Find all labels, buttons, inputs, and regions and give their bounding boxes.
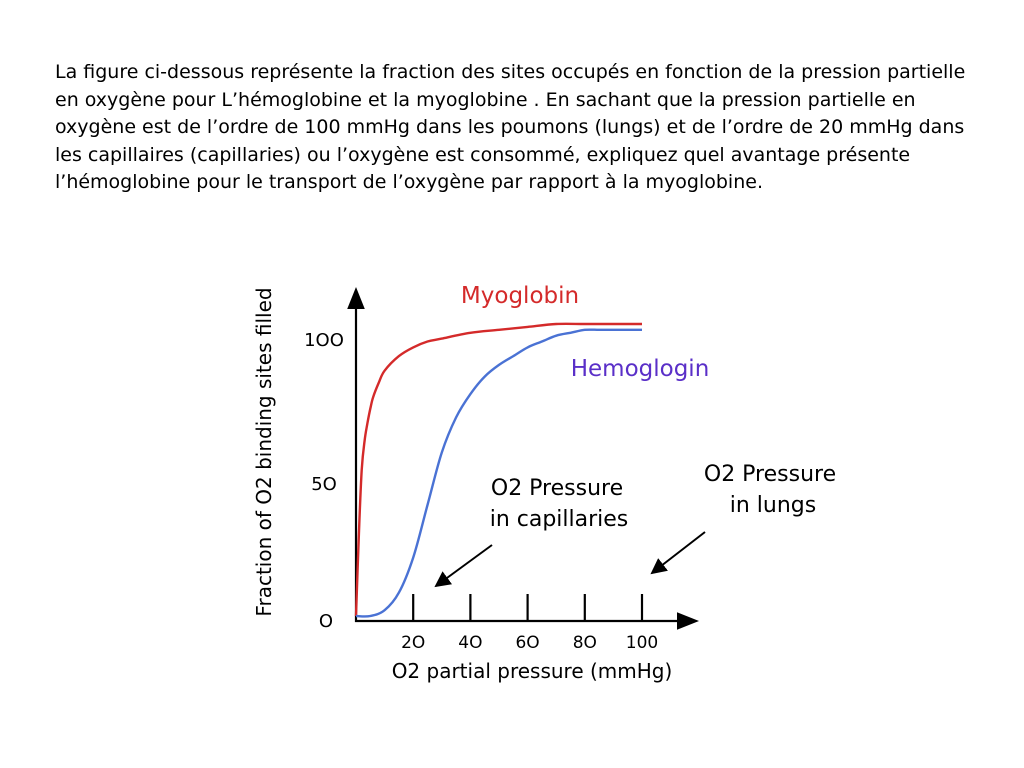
curve-hemoglogin bbox=[355, 328, 642, 618]
arrow-lungs bbox=[650, 531, 706, 575]
x-tick-label-40: 4O bbox=[458, 633, 482, 653]
x-tick-label-20: 2O bbox=[401, 633, 425, 653]
x-tick-label-60: 6O bbox=[515, 633, 539, 653]
annotation-capillaries-line2: in capillaries bbox=[490, 507, 629, 532]
x-tick-label-100: 100 bbox=[626, 633, 658, 653]
annotation-capillaries: O2 Pressure in capillaries bbox=[434, 476, 629, 588]
x-tick-label-80: 8O bbox=[573, 633, 597, 653]
curves bbox=[354, 322, 642, 618]
annotation-lungs: O2 Pressure in lungs bbox=[650, 462, 836, 575]
arrow-capillaries bbox=[434, 544, 493, 588]
series-label-myoglobin: Myoglobin bbox=[461, 283, 579, 309]
y-axis-label: Fraction of O2 binding sites filled bbox=[252, 287, 276, 616]
annotation-lungs-line2: in lungs bbox=[730, 493, 816, 518]
annotation-capillaries-line1: O2 Pressure bbox=[491, 476, 623, 501]
annotation-lungs-line1: O2 Pressure bbox=[704, 462, 836, 487]
curve-myoglobin bbox=[354, 322, 642, 617]
question-text: La figure ci-dessous représente la fract… bbox=[55, 61, 966, 193]
axes bbox=[347, 287, 699, 630]
series-label-hemoglogin: Hemoglogin bbox=[571, 356, 710, 382]
y-tick-label-100: 1OO bbox=[304, 330, 344, 351]
y-tick-label-50: 5O bbox=[311, 474, 337, 495]
y-tick-label-0: O bbox=[319, 611, 333, 632]
x-axis-label: O2 partial pressure (mmHg) bbox=[392, 659, 673, 683]
